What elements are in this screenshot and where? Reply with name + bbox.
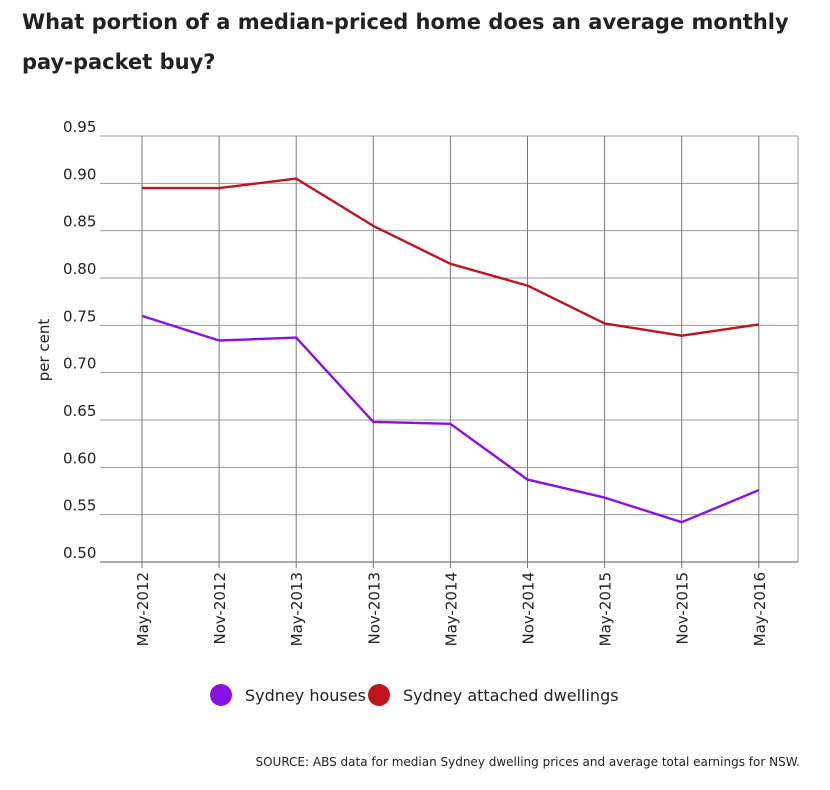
x-tick-label: May-2014: [442, 572, 460, 646]
legend-swatch: [210, 684, 232, 706]
legend-swatch: [368, 684, 390, 706]
y-tick-label: 0.50: [63, 544, 96, 562]
series-line-sydney-houses: [141, 314, 760, 524]
y-tick-label: 0.80: [63, 260, 96, 278]
y-tick-labels: 0.95 0.90 0.85 0.80 0.75 0.70 0.65 0.60 0.55 0.50: [63, 118, 96, 562]
x-tick-label: Nov-2012: [211, 572, 229, 644]
y-tick-label: 0.60: [63, 449, 96, 467]
y-tick-label: 0.90: [63, 165, 96, 183]
x-tick-label: May-2012: [134, 572, 152, 646]
x-tick-label: Nov-2015: [674, 572, 692, 644]
series-line-sydney-attached-dwellings: [142, 177, 759, 337]
x-tick-labels: May-2012 Nov-2012 May-2013 Nov-2013 May-2014…: [134, 572, 769, 646]
x-tick-label: May-2013: [288, 572, 306, 646]
x-tick-label: May-2015: [597, 572, 615, 646]
source-note: SOURCE: ABS data for median Sydney dwell…: [255, 755, 800, 769]
y-tick-label: 0.95: [63, 118, 96, 136]
y-tick-label: 0.75: [63, 307, 96, 325]
legend: Sydney houses Sydney attached dwellings: [210, 684, 619, 706]
x-tick-label: Nov-2014: [520, 572, 538, 644]
x-tick-label: May-2016: [751, 572, 769, 646]
y-tick-label: 0.55: [63, 497, 96, 515]
y-tick-label: 0.65: [63, 402, 96, 420]
y-tick-label: 0.85: [63, 213, 96, 231]
x-tick-label: Nov-2013: [365, 572, 383, 644]
legend-label: Sydney houses: [245, 686, 366, 705]
chart-title: What portion of a median-priced home doe…: [22, 10, 789, 74]
y-tick-label: 0.70: [63, 355, 96, 373]
legend-label: Sydney attached dwellings: [403, 686, 619, 705]
y-axis-label: per cent: [35, 319, 53, 382]
series-lines: [141, 177, 760, 524]
grid: [100, 135, 799, 568]
